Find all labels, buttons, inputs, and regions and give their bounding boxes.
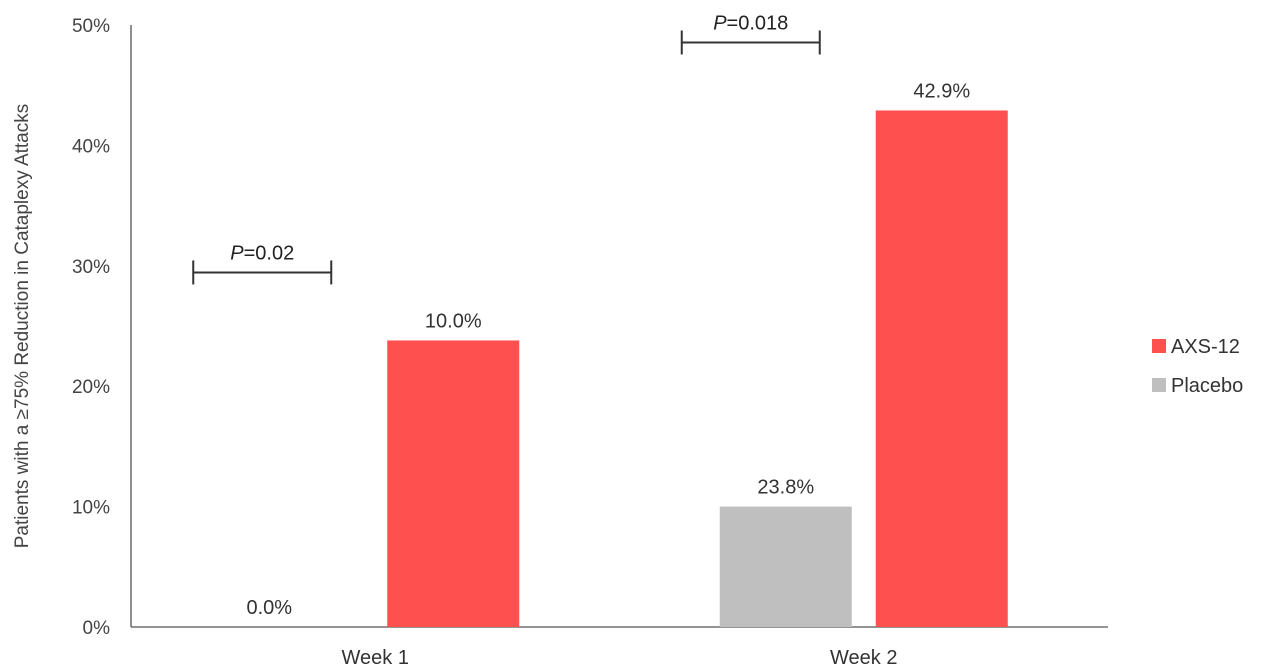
y-axis-title: Patients with a ≥75% Reduction in Catapl… [12,104,33,549]
y-tick-label: 20% [72,377,110,398]
legend-swatch [1152,339,1166,353]
significance-bracket: P=0.02 [192,242,333,285]
bar-placebo-week-2 [719,506,852,627]
y-tick-label: 0% [83,618,111,639]
legend-label: AXS-12 [1171,336,1240,358]
bar-axs-12-week-2 [875,110,1008,627]
x-tick-label: Week 1 [342,647,409,669]
legend-label: Placebo [1171,375,1243,397]
p-value-label: P=0.018 [713,12,788,34]
y-tick-label: 50% [72,16,110,37]
y-tick-label: 10% [72,498,110,519]
x-tick-label: Week 2 [830,647,897,669]
data-label: 10.0% [425,310,482,332]
bar-axs-12-week-1 [387,340,520,627]
data-label: 0.0% [246,597,292,619]
significance-bracket: P=0.018 [680,12,821,55]
y-tick-label: 40% [72,136,110,157]
p-value-label: P=0.02 [230,242,294,264]
data-label: 42.9% [913,80,970,102]
data-label: 23.8% [757,477,814,499]
y-tick-label: 30% [72,257,110,278]
legend-swatch [1152,378,1166,392]
